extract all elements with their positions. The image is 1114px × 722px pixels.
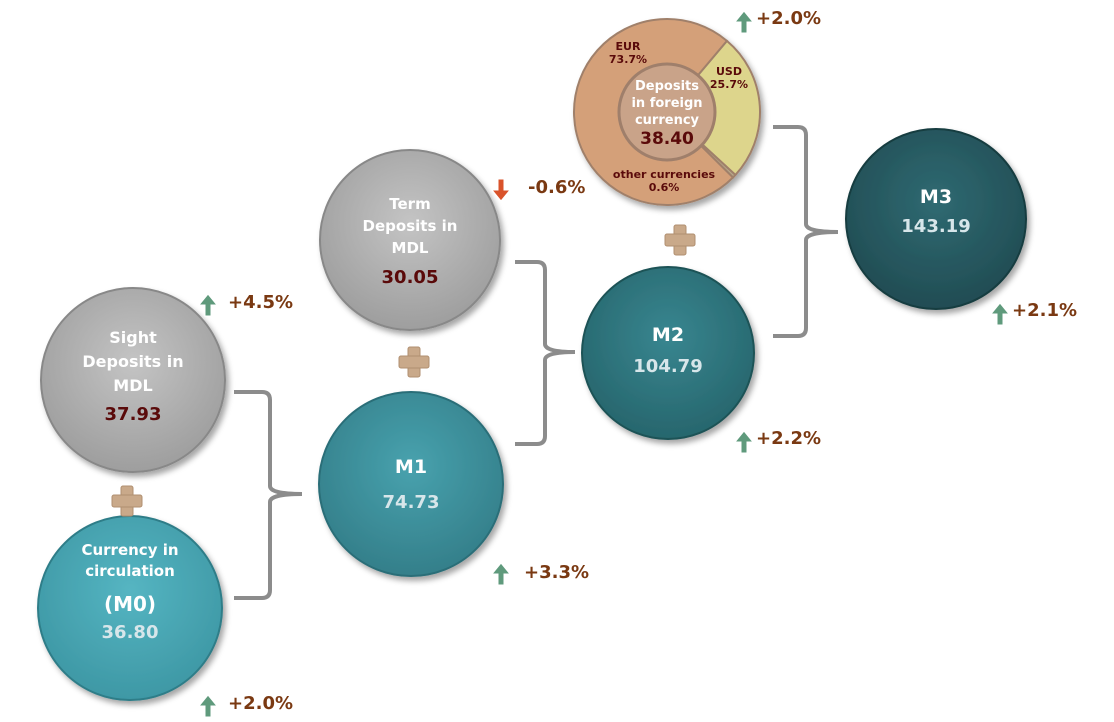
m0-label-1: Currency in bbox=[81, 541, 179, 559]
foreign-label-3: currency bbox=[634, 113, 700, 128]
m2-change-arrow-icon bbox=[733, 430, 755, 454]
m3-text: M3 143.19 bbox=[856, 186, 1016, 237]
sight-change: +4.5% bbox=[228, 292, 294, 313]
m3-change: +2.1% bbox=[1012, 300, 1078, 321]
m0-value: 36.80 bbox=[101, 622, 159, 643]
bracket-m2 bbox=[773, 125, 839, 338]
m0-label-2: circulation bbox=[85, 562, 175, 580]
pie-label-usd-pct: 25.7% bbox=[709, 78, 749, 91]
m3-circle bbox=[845, 128, 1027, 310]
m3-change-arrow-icon bbox=[989, 302, 1011, 326]
m2-label: M2 bbox=[651, 324, 685, 346]
m2-text: M2 104.79 bbox=[588, 324, 748, 377]
sight-deposits-text: Sight Deposits in MDL 37.93 bbox=[53, 326, 213, 425]
foreign-label-2: in foreign bbox=[631, 96, 703, 111]
m3-label: M3 bbox=[919, 186, 953, 208]
foreign-change: +2.0% bbox=[756, 8, 822, 29]
sight-deposits-circle bbox=[40, 287, 226, 473]
m2-value: 104.79 bbox=[633, 356, 703, 377]
sight-deposits-value: 37.93 bbox=[104, 404, 162, 425]
m1-value: 74.73 bbox=[382, 492, 440, 513]
m3-value: 143.19 bbox=[901, 216, 971, 237]
m0-change: +2.0% bbox=[228, 693, 294, 714]
m1-circle bbox=[318, 391, 504, 577]
plus-icon-m2 bbox=[664, 224, 696, 256]
bracket-m0 bbox=[234, 390, 303, 600]
m1-change: +3.3% bbox=[524, 562, 590, 583]
m0-sublabel: (M0) bbox=[103, 592, 157, 616]
sight-change-arrow-icon bbox=[197, 293, 219, 317]
term-deposits-label-3: MDL bbox=[391, 239, 429, 257]
m2-change: +2.2% bbox=[756, 428, 822, 449]
foreign-center-circle bbox=[617, 62, 717, 162]
m1-text: M1 74.73 bbox=[331, 456, 491, 513]
m0-text: Currency in circulation (M0) 36.80 bbox=[50, 540, 210, 643]
sight-deposits-label-1: Sight bbox=[109, 328, 157, 347]
term-deposits-text: Term Deposits in MDL 30.05 bbox=[330, 193, 490, 288]
plus-icon-m1 bbox=[398, 346, 430, 378]
pie-label-eur-pct: 73.7% bbox=[608, 53, 648, 66]
pie-label-eur: EUR 73.7% bbox=[598, 40, 658, 66]
m2-circle bbox=[581, 266, 755, 440]
term-deposits-circle bbox=[319, 149, 501, 331]
bracket-m1 bbox=[515, 260, 576, 446]
term-deposits-value: 30.05 bbox=[381, 267, 439, 288]
term-change-arrow-icon bbox=[490, 178, 512, 202]
term-deposits-label-2: Deposits in bbox=[362, 217, 458, 235]
m1-label: M1 bbox=[394, 456, 428, 478]
foreign-deposits-text: Deposits in foreign currency 38.40 bbox=[617, 78, 717, 148]
pie-label-eur-name: EUR bbox=[615, 40, 641, 53]
plus-icon-m0 bbox=[111, 485, 143, 517]
term-deposits-label-1: Term bbox=[389, 195, 431, 213]
foreign-change-arrow-icon bbox=[733, 10, 755, 34]
pie-label-usd-name: USD bbox=[716, 65, 742, 78]
m0-change-arrow-icon bbox=[197, 694, 219, 718]
foreign-value: 38.40 bbox=[640, 129, 694, 149]
m1-change-arrow-icon bbox=[490, 562, 512, 586]
sight-deposits-label-2: Deposits in bbox=[82, 352, 184, 371]
pie-label-other-pct: 0.6% bbox=[648, 181, 680, 194]
sight-deposits-label-3: MDL bbox=[113, 376, 153, 395]
pie-label-other-name: other currencies bbox=[612, 168, 716, 181]
pie-label-usd: USD 25.7% bbox=[703, 65, 755, 91]
foreign-label-1: Deposits bbox=[635, 79, 699, 94]
pie-label-other: other currencies 0.6% bbox=[608, 168, 720, 194]
term-change: -0.6% bbox=[528, 177, 586, 198]
